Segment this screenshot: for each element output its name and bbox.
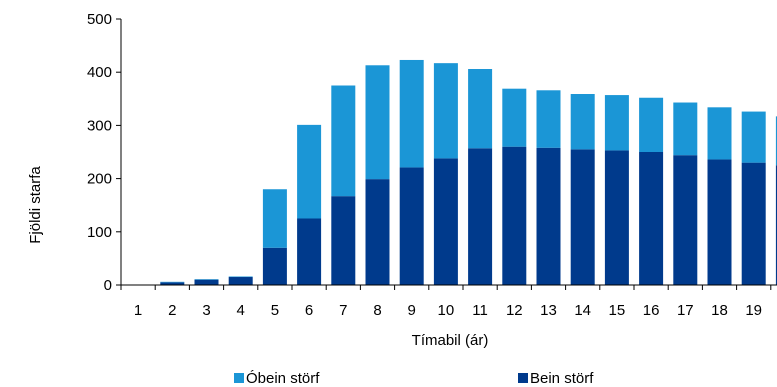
y-tick-label: 100 [87, 224, 112, 241]
bar-segment-obein-9 [399, 59, 424, 168]
bar-segment-bein-7 [331, 196, 356, 285]
legend-swatch-bein [518, 373, 528, 383]
bar-segment-bein-5 [262, 247, 287, 285]
x-tick-label: 11 [472, 302, 488, 319]
x-tick-label: 15 [609, 302, 626, 319]
y-tick-label: 500 [87, 11, 112, 28]
legend-swatch-obein [234, 373, 244, 383]
x-tick-label: 3 [202, 302, 210, 319]
x-tick-label: 19 [745, 302, 762, 319]
bars-layer [160, 59, 777, 285]
bar-segment-obein-4 [228, 276, 253, 278]
x-tick-label: 14 [574, 302, 591, 319]
x-tick-label: 4 [237, 302, 245, 319]
bar-segment-obein-15 [604, 95, 629, 151]
x-tick-label: 18 [711, 302, 728, 319]
bar-segment-bein-4 [228, 277, 253, 285]
bar-segment-obein-10 [433, 63, 458, 159]
x-tick-label: 5 [271, 302, 279, 319]
bar-segment-obein-14 [570, 94, 595, 150]
bar-segment-obein-17 [673, 102, 698, 156]
bar-segment-obein-3 [194, 279, 219, 280]
y-tick-label: 200 [87, 171, 112, 188]
x-tick-label: 10 [438, 302, 455, 319]
x-tick-label: 12 [506, 302, 523, 319]
legend-label-obein: Óbein störf [246, 370, 320, 387]
legend: Óbein störf Bein störf [234, 370, 594, 387]
bar-segment-bein-3 [194, 279, 219, 285]
bar-segment-obein-2 [160, 281, 185, 283]
bar-segment-bein-10 [433, 158, 458, 285]
bar-segment-bein-18 [707, 159, 732, 285]
bar-segment-bein-9 [399, 167, 424, 285]
bar-segment-obein-13 [536, 90, 561, 148]
y-tick-label: 0 [104, 277, 112, 294]
x-tick-label: 6 [305, 302, 313, 319]
x-axis-title: Tímabil (ár) [412, 332, 489, 349]
x-tick-label: 2 [168, 302, 176, 319]
bar-segment-bein-2 [160, 282, 185, 285]
y-tick-label: 400 [87, 64, 112, 81]
bar-segment-obein-20 [775, 116, 777, 166]
bar-segment-obein-19 [741, 111, 766, 163]
bar-segment-obein-8 [365, 65, 390, 180]
bar-segment-obein-6 [297, 124, 322, 219]
bar-segment-obein-7 [331, 85, 356, 197]
bar-segment-obein-12 [502, 88, 527, 147]
x-tick-label: 1 [134, 302, 142, 319]
bar-segment-bein-15 [604, 150, 629, 285]
x-tick-label: 9 [408, 302, 416, 319]
bar-segment-bein-14 [570, 149, 595, 285]
x-tick-label: 16 [643, 302, 660, 319]
x-tick-label: 7 [339, 302, 347, 319]
bar-segment-obein-16 [639, 97, 664, 152]
x-tick-label: 8 [373, 302, 381, 319]
x-tick-label: 13 [540, 302, 557, 319]
y-axis-title: Fjöldi starfa [27, 166, 44, 244]
bar-segment-obein-18 [707, 107, 732, 160]
bar-segment-bein-8 [365, 179, 390, 285]
bar-segment-bein-11 [468, 148, 493, 285]
bar-segment-obein-5 [262, 189, 287, 248]
bar-segment-bein-20 [775, 165, 777, 285]
bar-segment-bein-6 [297, 218, 322, 285]
x-tick-label: 17 [677, 302, 694, 319]
bar-segment-bein-19 [741, 162, 766, 285]
y-tick-label: 300 [87, 117, 112, 134]
bar-segment-bein-17 [673, 155, 698, 285]
bar-segment-bein-16 [639, 152, 664, 285]
legend-label-bein: Bein störf [530, 370, 594, 387]
bar-segment-bein-12 [502, 146, 527, 285]
bar-segment-obein-11 [468, 69, 493, 149]
bar-segment-bein-13 [536, 147, 561, 285]
